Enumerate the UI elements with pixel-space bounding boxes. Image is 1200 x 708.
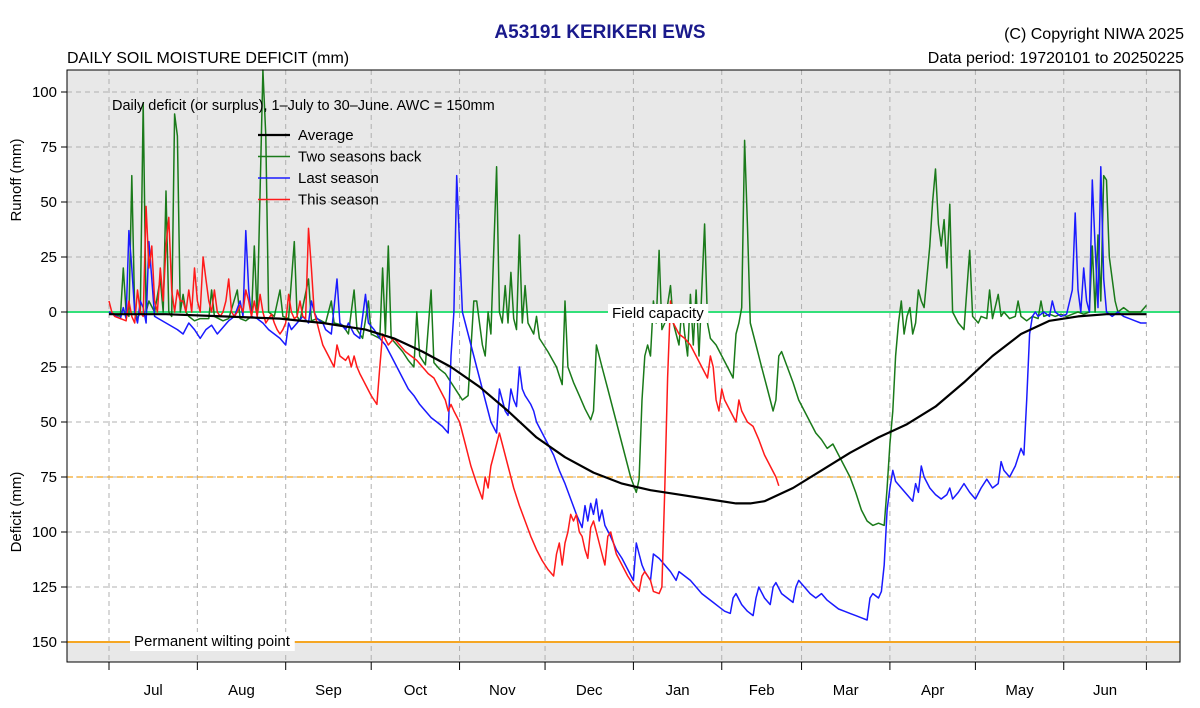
y-axis-label-runoff: Runoff (mm) xyxy=(8,138,25,221)
y-tick-label: 100 xyxy=(32,84,57,101)
pwp-label-bg xyxy=(130,632,295,651)
legend-label: This season xyxy=(298,192,379,209)
chart-note: Daily deficit (or surplus), 1–July to 30… xyxy=(112,98,495,114)
legend-label: Last season xyxy=(298,170,379,187)
y-axis-label-deficit: Deficit (mm) xyxy=(8,472,25,553)
chart-subtitle: DAILY SOIL MOISTURE DEFICIT (mm) xyxy=(67,50,350,67)
x-tick-label: Sep xyxy=(315,682,342,699)
x-tick-label: Oct xyxy=(404,682,428,699)
axes: 100 75 50 25 0 25 50 75 100 125 150 Jul Aug Sep Oct Nov… xyxy=(32,84,1147,699)
x-tick-label: Feb xyxy=(749,682,775,699)
permanent-wilting-point-label: Permanent wilting point xyxy=(134,633,291,650)
data-period-text: Data period: 19720101 to 20250225 xyxy=(927,50,1184,67)
x-tick-label: Dec xyxy=(576,682,603,699)
x-tick-label: Jan xyxy=(665,682,689,699)
y-tick-label: 100 xyxy=(32,524,57,541)
y-tick-label: 75 xyxy=(40,139,57,156)
y-tick-label: 50 xyxy=(40,414,57,431)
series-line-two-seasons-back xyxy=(108,69,1147,527)
y-tick-label: 50 xyxy=(40,194,57,211)
series-line-last-season xyxy=(108,166,1147,621)
x-tick-label: Nov xyxy=(489,682,516,699)
y-tick-label: 150 xyxy=(32,634,57,651)
legend-label: Average xyxy=(298,127,354,144)
legend: Average Two seasons back Last season This s… xyxy=(258,127,422,209)
plot-frame xyxy=(66,69,1181,663)
x-tick-label: Jul xyxy=(144,682,163,699)
below-pwp-band xyxy=(67,642,1180,662)
x-tick-label: Mar xyxy=(833,682,859,699)
x-tick-label: Jun xyxy=(1093,682,1117,699)
field-capacity-label: Field capacity xyxy=(612,305,704,322)
copyright-text: (C) Copyright NIWA 2025 xyxy=(1004,26,1184,43)
y-tick-label: 75 xyxy=(40,469,57,486)
legend-label: Two seasons back xyxy=(298,149,422,166)
x-tick-label: May xyxy=(1005,682,1034,699)
x-tick-label: Apr xyxy=(921,682,944,699)
series-line-this-season xyxy=(108,205,780,595)
series-line-average xyxy=(109,313,1147,505)
y-tick-label: 125 xyxy=(32,579,57,596)
y-tick-label: 25 xyxy=(40,359,57,376)
runoff-band xyxy=(67,70,1180,312)
field-capacity-label-bg xyxy=(608,304,709,323)
x-tick-label: Aug xyxy=(228,682,255,699)
series-layer xyxy=(108,69,1147,621)
y-tick-label: 25 xyxy=(40,249,57,266)
chart-title: A53191 KERIKERI EWS xyxy=(494,22,706,43)
y-tick-label: 0 xyxy=(49,304,57,321)
